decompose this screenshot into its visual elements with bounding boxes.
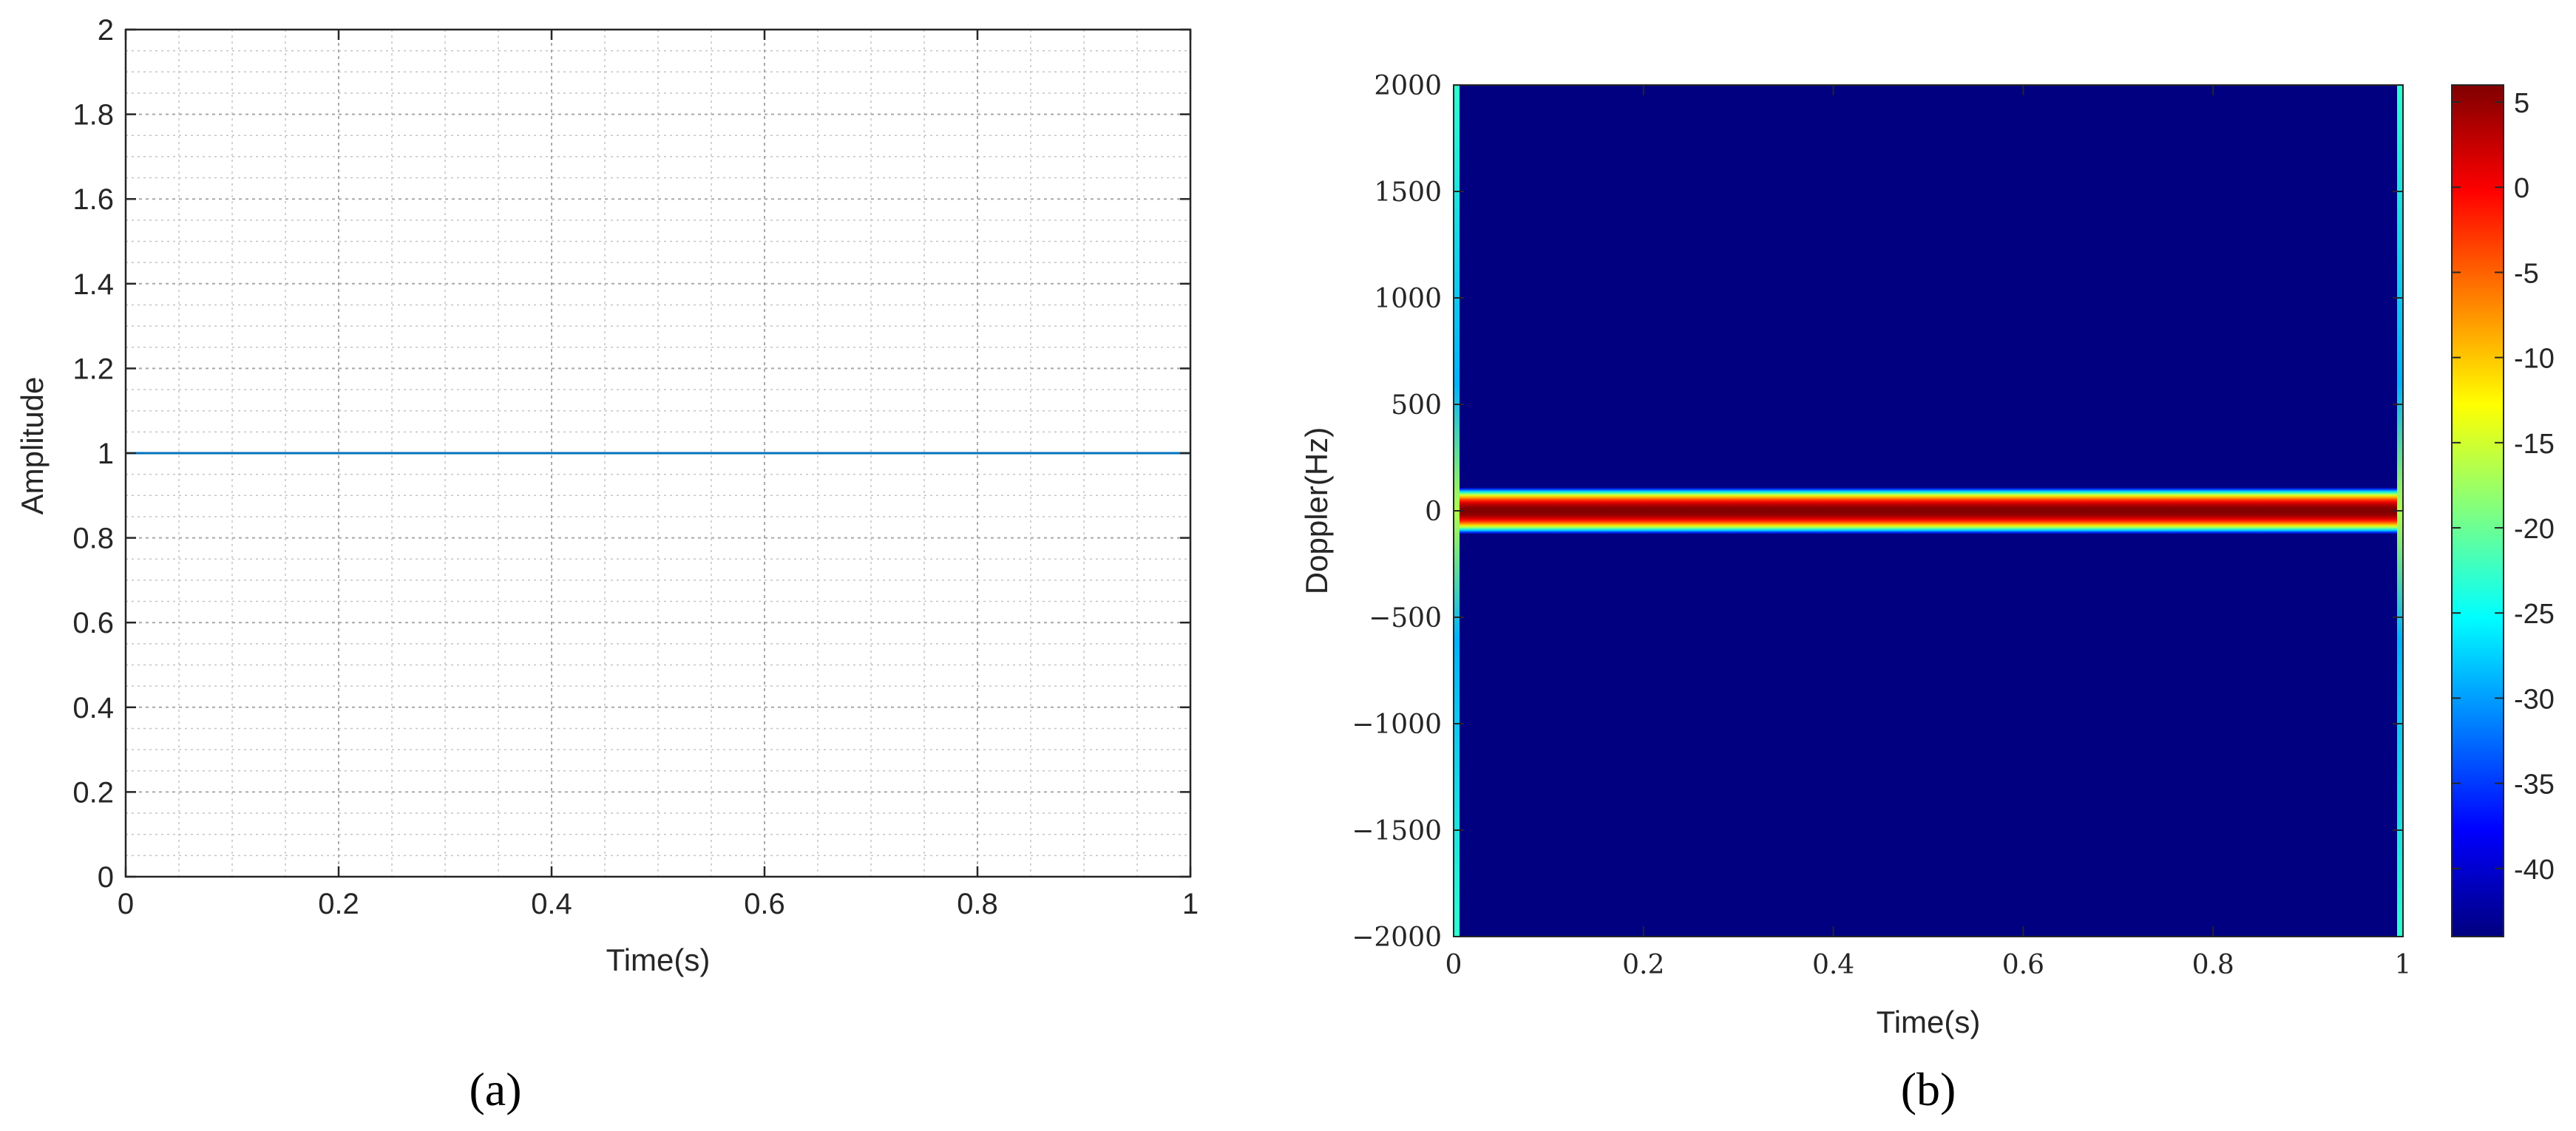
x-tick-label: 0.8	[2192, 950, 2234, 980]
y-tick-label: 2000	[1374, 71, 1442, 101]
x-tick-label: 0.6	[2002, 950, 2044, 980]
colorbar-tick-label: -25	[2514, 599, 2555, 630]
y-tick-label: 1.2	[72, 353, 114, 385]
x-tick-label: 0.6	[744, 888, 785, 920]
panel-b-axes-box	[1453, 84, 2404, 937]
panel-b-xlabel: Time(s)	[1877, 1005, 1981, 1039]
y-tick-label: 0.2	[72, 776, 114, 809]
y-tick-label: 1000	[1374, 284, 1442, 314]
colorbar-tick-label: -35	[2514, 770, 2555, 801]
panel-a-ylabel: Amplitude	[15, 377, 50, 515]
colorbar-tick-label: -5	[2514, 258, 2539, 289]
colorbar-tick-label: 5	[2514, 88, 2529, 119]
panel-b-caption: (b)	[1901, 1063, 1956, 1115]
y-tick-label: 1500	[1374, 177, 1442, 208]
panel-b-ytick-labels: −2000 −1500 −1000 −500 0 500 1000 1500 2000	[1352, 71, 1442, 953]
y-tick-label: 0.8	[72, 523, 114, 555]
colorbar-tick-label: -10	[2514, 344, 2555, 375]
panel-b-heatmap: 0 0.2 0.4 0.6 0.8 1 −2000 −1500 −1000 −500 0 500 10…	[1299, 71, 2555, 1115]
panel-a-ticks	[124, 28, 1192, 878]
y-tick-label: −500	[1369, 603, 1442, 634]
panel-b-ylabel: Doppler(Hz)	[1299, 427, 1334, 594]
panel-a-line-chart: 0 0.2 0.4 0.6 0.8 1 0 0.2 0.4 0.6 0.8 1 1.2 1.4 1.6 1.…	[15, 14, 1199, 1115]
colorbar-tick-label: 0	[2514, 173, 2529, 204]
panel-a-ytick-labels: 0 0.2 0.4 0.6 0.8 1 1.2 1.4 1.6 1.8 2	[72, 14, 114, 894]
x-tick-label: 0.2	[1622, 950, 1664, 980]
panel-a-major-grid	[126, 30, 1190, 877]
x-tick-label: 0.4	[1812, 950, 1854, 980]
x-tick-label: 1	[2395, 950, 2412, 980]
x-tick-label: 0.2	[318, 888, 359, 920]
y-tick-label: −1000	[1352, 710, 1442, 740]
colorbar-tick-label: -20	[2514, 514, 2555, 545]
panel-b-xtick-labels: 0 0.2 0.4 0.6 0.8 1	[1445, 950, 2412, 980]
panel-b-colorbar-labels: 5 0 -5 -10 -15 -20 -25 -30 -35 -40	[2514, 88, 2555, 886]
y-tick-label: 1	[98, 438, 114, 470]
y-tick-label: 1.8	[72, 99, 114, 132]
panel-a-xtick-labels: 0 0.2 0.4 0.6 0.8 1	[118, 888, 1199, 920]
y-tick-label: 0.6	[72, 607, 114, 639]
colorbar-tick-label: -40	[2514, 855, 2555, 886]
x-tick-label: 0.8	[957, 888, 998, 920]
x-tick-label: 1	[1182, 888, 1199, 920]
panel-a-minor-grid	[126, 30, 1190, 877]
panel-b-colorbar	[2451, 84, 2504, 937]
colorbar-tick-label: -15	[2514, 429, 2555, 460]
panel-b-doppler-band	[1454, 487, 2403, 534]
y-tick-label: 500	[1391, 390, 1442, 421]
panel-b-colorbar-ticks	[2452, 101, 2504, 869]
x-tick-label: 0	[1445, 950, 1462, 980]
colorbar-tick-label: -30	[2514, 684, 2555, 715]
panel-a-caption: (a)	[469, 1063, 521, 1115]
x-tick-label: 0	[118, 888, 134, 920]
y-tick-label: −1500	[1352, 816, 1442, 846]
y-tick-label: 1.6	[72, 183, 114, 216]
x-tick-label: 0.4	[531, 888, 572, 920]
panel-a-xlabel: Time(s)	[606, 942, 711, 977]
y-tick-label: 0	[98, 861, 114, 894]
y-tick-label: 1.4	[72, 268, 114, 301]
y-tick-label: −2000	[1352, 923, 1442, 953]
y-tick-label: 0	[1425, 497, 1442, 527]
y-tick-label: 2	[98, 14, 114, 47]
y-tick-label: 0.4	[72, 692, 114, 724]
